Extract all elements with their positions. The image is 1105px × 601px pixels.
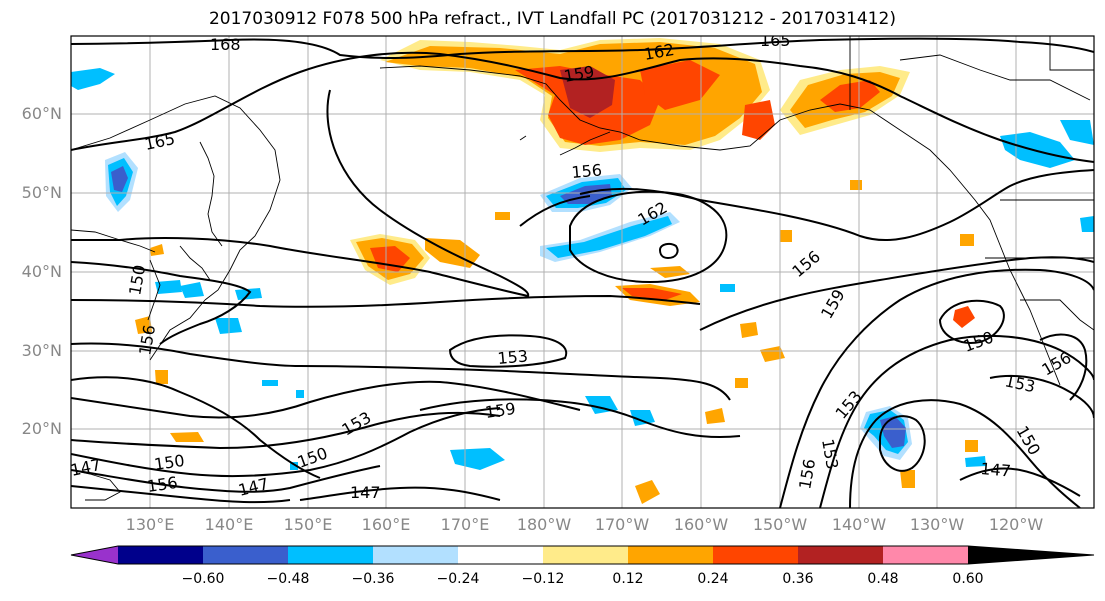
contour-label: 168 <box>210 35 241 54</box>
colorbar-extend-high <box>968 546 1094 564</box>
contour-label: 165 <box>760 31 791 50</box>
colorbar-segment <box>118 546 203 564</box>
shaded-negative-areas <box>71 68 1094 470</box>
colorbar-extend-low <box>71 546 118 564</box>
colorbar-tick-label: −0.24 <box>436 571 480 587</box>
lon-label: 160°E <box>361 515 411 534</box>
contour-label: 150 <box>153 451 186 474</box>
lat-label: 30°N <box>21 341 62 360</box>
colorbar-tick-label: −0.48 <box>266 571 310 587</box>
lon-label: 130°W <box>909 515 965 534</box>
contour-label: 156 <box>571 160 603 182</box>
colorbar-segment <box>373 546 458 564</box>
lon-label: 170°E <box>440 515 490 534</box>
lat-label: 60°N <box>21 104 62 123</box>
colorbar-segment <box>543 546 628 564</box>
colorbar-segment <box>628 546 713 564</box>
map-frame <box>70 35 1095 509</box>
colorbar-tick-label: −0.36 <box>351 571 395 587</box>
height-contours <box>71 37 1094 508</box>
contour-label: 147 <box>980 459 1012 481</box>
colorbar-segment <box>798 546 883 564</box>
lat-label: 50°N <box>21 183 62 202</box>
contour-label: 153 <box>497 346 529 368</box>
colorbar <box>70 545 1095 565</box>
lon-label: 180°W <box>516 515 572 534</box>
map-title: 2017030912 F078 500 hPa refract., IVT La… <box>208 9 896 29</box>
colorbar-segment <box>883 546 968 564</box>
lon-label: 150°W <box>752 515 808 534</box>
colorbar-tick-label: 0.36 <box>782 571 814 587</box>
lon-label: 130°E <box>125 515 175 534</box>
lon-label: 160°W <box>673 515 729 534</box>
colorbar-tick-label: 0.60 <box>952 571 984 587</box>
map-content: 168 165 162 159 156 162 165 156 159 150 … <box>71 31 1094 508</box>
contour-label: 156 <box>146 473 179 496</box>
lon-label: 140°E <box>204 515 254 534</box>
colorbar-segment <box>713 546 798 564</box>
contour-label: 159 <box>484 399 517 422</box>
lon-label: 170°W <box>594 515 650 534</box>
colorbar-segment <box>288 546 373 564</box>
colorbar-tick-label: 0.24 <box>697 571 729 587</box>
colorbar-tick-label: −0.60 <box>181 571 225 587</box>
lat-label: 20°N <box>21 419 62 438</box>
colorbar-tick-label: −0.12 <box>521 571 565 587</box>
contour-label: 147 <box>350 483 381 502</box>
lon-label: 140°W <box>831 515 887 534</box>
coastlines <box>71 36 1094 501</box>
lat-label: 40°N <box>21 262 62 281</box>
colorbar-segment <box>203 546 288 564</box>
colorbar-tick-label: 0.12 <box>612 571 644 587</box>
colorbar-tick-label: 0.48 <box>867 571 899 587</box>
lon-label: 120°W <box>988 515 1044 534</box>
colorbar-segment <box>458 546 543 564</box>
lon-label: 150°E <box>283 515 333 534</box>
